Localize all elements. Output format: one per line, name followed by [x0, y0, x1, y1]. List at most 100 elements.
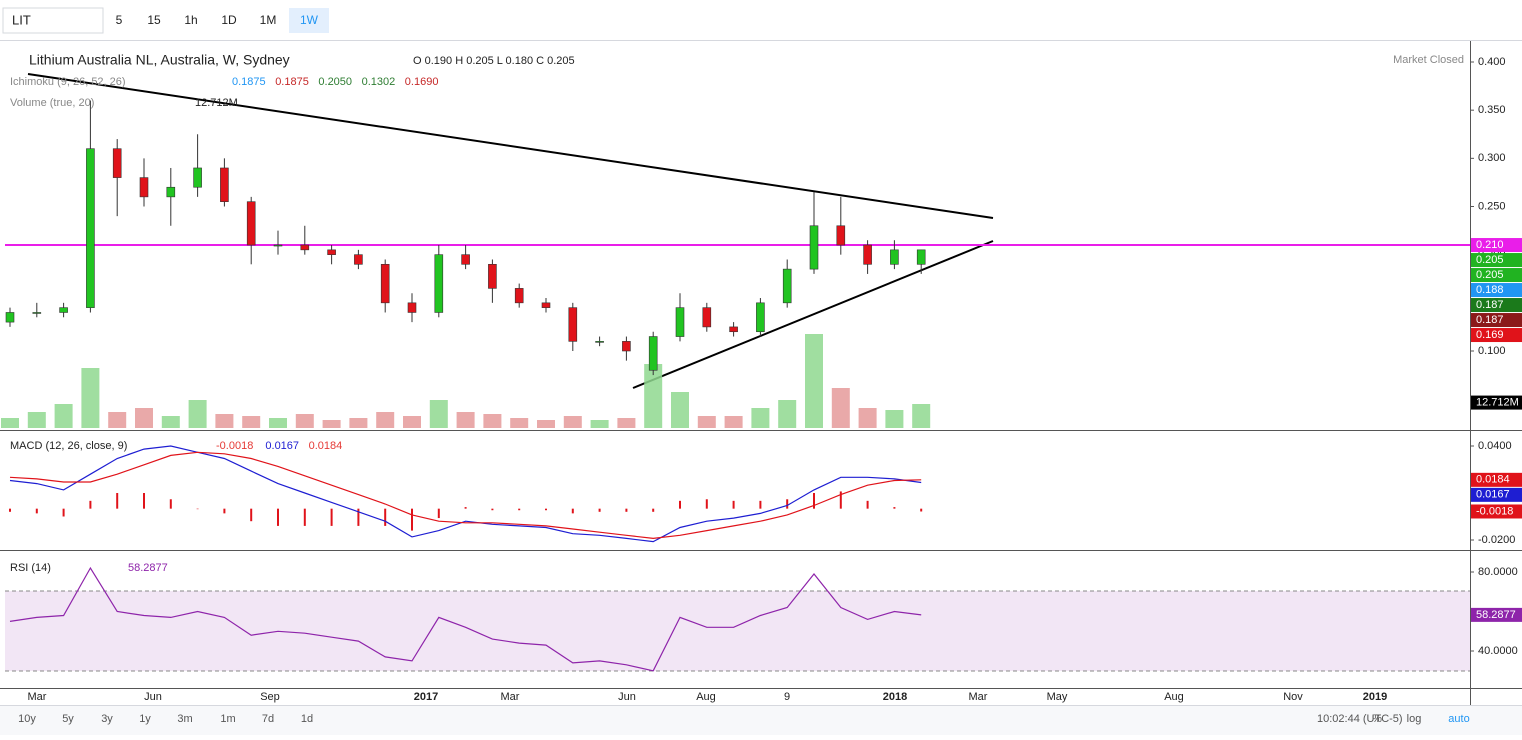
- interval[interactable]: 1D: [221, 13, 237, 27]
- signal-line: [9, 451, 922, 540]
- candle-body: [407, 302, 417, 313]
- volume-bar: [1, 418, 19, 428]
- ichimoku-legend: Ichimoku (9, 26, 52, 26): [10, 76, 126, 88]
- range-button[interactable]: 1m: [220, 713, 235, 725]
- symbol-box[interactable]: [2, 7, 104, 34]
- axis-badge-label: 12.712M: [1476, 396, 1519, 408]
- candle-body: [139, 177, 149, 198]
- axis-badge: [1471, 395, 1522, 410]
- candle-body: [166, 186, 176, 198]
- range-button[interactable]: 1y: [139, 713, 151, 725]
- axis-badge: [1471, 283, 1522, 298]
- toolbar-bg: [0, 0, 1522, 40]
- volume-bar: [242, 416, 261, 428]
- interval[interactable]: 15: [147, 13, 161, 27]
- symbol[interactable]: LIT: [12, 12, 31, 27]
- scale-option[interactable]: log: [1407, 713, 1422, 725]
- volume-bar: [912, 404, 931, 428]
- volume-bar: [644, 364, 663, 428]
- volume-bar: [322, 420, 341, 428]
- candle-body: [568, 307, 578, 342]
- ichimoku-value: 0.1875: [275, 76, 309, 88]
- volume-bar: [269, 418, 287, 428]
- ichimoku-value: 0.1302: [362, 76, 396, 88]
- volume-bar: [590, 420, 609, 428]
- rsi-line: [9, 566, 922, 672]
- volume-bar: [54, 404, 73, 428]
- legend-title: Lithium Australia NL, Australia, W, Sydn…: [29, 52, 290, 68]
- y-tick-label: 0.250: [1478, 200, 1506, 212]
- axis-badge: [1471, 253, 1522, 268]
- axis-badge-label: 0.0184: [1476, 474, 1510, 486]
- axis-badge: [1471, 238, 1522, 253]
- volume-bar: [751, 408, 770, 428]
- candle-body: [327, 249, 336, 255]
- axis-badge: [1471, 607, 1522, 622]
- axis-badge: [1471, 313, 1522, 328]
- range-button[interactable]: 3y: [101, 713, 113, 725]
- rsi-legend: RSI (14): [10, 562, 51, 574]
- y-tick-label: 40.0000: [1478, 645, 1518, 657]
- interval-active[interactable]: [289, 8, 329, 33]
- volume-bar: [483, 414, 502, 428]
- x-tick-label: Mar: [501, 691, 520, 703]
- interval[interactable]: 1h: [184, 13, 197, 27]
- candle-body: [380, 263, 390, 304]
- range-button[interactable]: 1d: [301, 713, 313, 725]
- x-tick-label: Jun: [618, 691, 636, 703]
- volume-bar: [671, 392, 689, 428]
- candle-body: [809, 225, 819, 270]
- candle-body: [461, 254, 470, 265]
- volume-bar: [349, 418, 368, 428]
- volume-bar: [135, 408, 153, 428]
- interval[interactable]: 5: [116, 13, 123, 27]
- candle-body: [220, 167, 229, 202]
- volume-bar: [510, 418, 529, 428]
- axis-badge-label: 0.205: [1476, 254, 1504, 266]
- macd-line: [9, 445, 922, 543]
- ichimoku-value: 0.1690: [405, 76, 439, 88]
- volume-bar: [563, 416, 582, 428]
- volume-bar: [403, 416, 421, 428]
- candle-body: [273, 244, 283, 247]
- interval[interactable]: 1M: [260, 13, 277, 27]
- candle-body: [112, 148, 122, 178]
- axis-badge: [1471, 504, 1522, 519]
- axis-badge-label: 0.169: [1476, 329, 1504, 341]
- axis-badge: [1471, 268, 1522, 283]
- volume-bar: [617, 418, 636, 428]
- volume-bar: [724, 416, 743, 428]
- scale-option[interactable]: %: [1372, 713, 1382, 725]
- range-button[interactable]: 7d: [262, 713, 274, 725]
- candle-body: [675, 307, 685, 337]
- x-tick-label: May: [1047, 691, 1068, 703]
- clock: 10:02:44 (UTC-5): [1317, 713, 1403, 725]
- macd-value: 0.0167: [265, 440, 299, 452]
- y-tick-label: 0.300: [1478, 152, 1506, 164]
- volume-bar: [108, 412, 127, 428]
- range-button[interactable]: 5y: [62, 713, 74, 725]
- y-tick-label: 0.350: [1478, 104, 1506, 116]
- y-tick-label: 0.0400: [1478, 440, 1512, 452]
- range-button[interactable]: 3m: [177, 713, 192, 725]
- volume-bar: [295, 414, 314, 428]
- volume-bar: [456, 412, 475, 428]
- bottom-bar: [0, 705, 1522, 735]
- interval[interactable]: 1W: [300, 13, 319, 27]
- candle-body: [246, 201, 256, 246]
- volume-bar: [188, 400, 207, 428]
- macd-legend: MACD (12, 26, close, 9): [10, 440, 127, 452]
- volume-bar: [537, 420, 555, 428]
- ichimoku-value: 0.2050: [318, 76, 352, 88]
- x-tick-label: Mar: [28, 691, 47, 703]
- scale-option[interactable]: auto: [1448, 713, 1469, 725]
- range-button[interactable]: 10y: [18, 713, 36, 725]
- axis-badge-label: 0.205: [1476, 269, 1504, 281]
- volume-bar: [376, 412, 395, 428]
- macd-value: -0.0018: [216, 440, 253, 452]
- candle-body: [890, 249, 899, 265]
- candle-body: [863, 244, 872, 265]
- axis-badge: [1471, 487, 1522, 502]
- x-tick-label: 9: [784, 691, 790, 703]
- candle-body: [836, 225, 846, 246]
